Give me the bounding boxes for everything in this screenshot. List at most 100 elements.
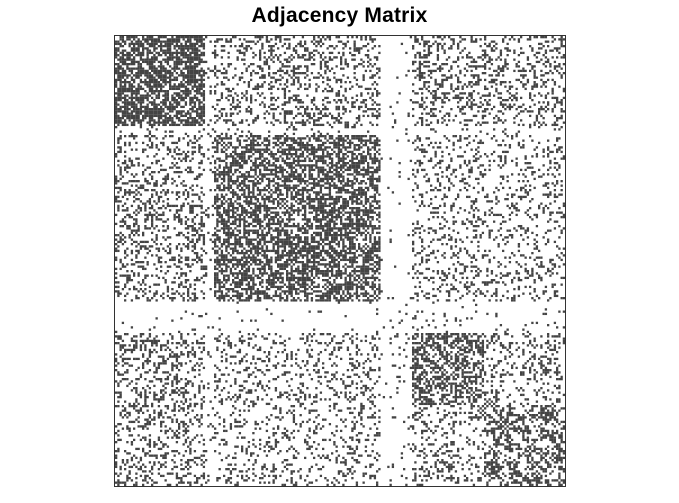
matrix-cell [441,99,444,102]
matrix-cell [139,81,143,84]
matrix-cell [121,72,125,75]
matrix-cell [148,112,152,115]
matrix-cell [371,108,374,111]
matrix-cell [317,200,320,203]
matrix-cell [214,108,217,111]
matrix-cell [443,119,446,122]
matrix-cell [349,144,352,147]
matrix-cell [220,137,224,140]
matrix-cell [189,78,192,82]
matrix-cell [306,144,309,147]
matrix-cell [290,112,293,115]
matrix-cell [418,65,422,68]
matrix-cell [124,108,127,111]
matrix-cell [216,99,219,102]
matrix-cell [198,112,201,115]
matrix-cell [232,193,235,196]
matrix-cell [306,198,309,201]
matrix-cell [427,144,431,147]
matrix-cell [317,146,320,149]
matrix-cell [227,171,230,174]
matrix-cell [146,51,149,55]
matrix-cell [427,85,431,88]
matrix-cell [324,105,327,109]
matrix-cell [164,81,167,84]
matrix-cell [488,164,491,167]
matrix-cell [477,65,480,68]
matrix-cell [310,204,314,208]
matrix-cell [342,146,345,149]
matrix-cell [353,54,356,57]
matrix-cell [274,166,278,169]
matrix-cell [119,56,122,59]
matrix-cell [261,195,264,199]
matrix-cell [272,123,275,127]
matrix-cell [218,110,221,113]
matrix-cell [243,173,246,176]
matrix-cell [265,195,269,199]
matrix-cell [162,74,165,77]
matrix-cell [124,90,127,93]
matrix-cell [376,58,379,61]
matrix-cell [461,108,464,111]
matrix-cell [175,198,179,201]
matrix-cell [328,36,332,39]
matrix-cell [157,117,161,120]
matrix-cell [130,58,134,61]
matrix-cell [225,38,228,41]
matrix-cell [155,103,158,106]
matrix-cell [445,96,449,100]
matrix-cell [243,159,246,163]
matrix-cell [335,166,338,169]
matrix-cell [288,164,291,167]
matrix-cell [295,67,298,70]
matrix-cell [290,171,293,174]
matrix-cell [243,162,246,165]
matrix-cell [335,195,338,199]
matrix-cell [427,204,431,208]
matrix-cell [443,63,446,66]
matrix-cell [349,173,352,176]
matrix-cell [373,153,377,156]
matrix-cell [319,117,323,120]
matrix-cell [151,87,154,91]
matrix-cell [337,135,341,138]
matrix-cell [178,40,181,43]
matrix-cell [299,121,302,124]
matrix-cell [531,166,534,169]
matrix-cell [337,157,341,160]
matrix-cell [515,78,518,82]
matrix-cell [241,45,244,48]
matrix-cell [130,204,134,208]
matrix-cell [562,38,566,41]
matrix-cell [391,126,395,129]
matrix-cell [322,195,325,199]
matrix-cell [223,173,226,176]
matrix-cell [432,114,435,118]
matrix-cell [533,81,536,84]
matrix-cell [243,184,246,187]
matrix-cell [288,162,291,165]
matrix-cell [313,155,316,158]
matrix-cell [326,153,329,156]
matrix-cell [448,119,451,122]
matrix-cell [292,139,296,142]
matrix-cell [259,157,262,160]
matrix-cell [133,45,136,48]
matrix-cell [202,105,206,109]
matrix-cell [297,78,300,82]
matrix-cell [304,40,307,43]
matrix-cell [133,74,136,77]
matrix-cell [423,150,426,154]
matrix-cell [227,166,230,169]
matrix-cell [346,63,350,66]
matrix-cell [169,58,172,61]
matrix-cell [229,40,233,43]
matrix-cell [252,144,255,147]
matrix-cell [254,54,257,57]
matrix-cell [155,87,158,91]
matrix-cell [292,171,296,174]
matrix-cell [340,78,343,82]
matrix-cell [304,42,307,46]
matrix-cell [117,159,120,163]
